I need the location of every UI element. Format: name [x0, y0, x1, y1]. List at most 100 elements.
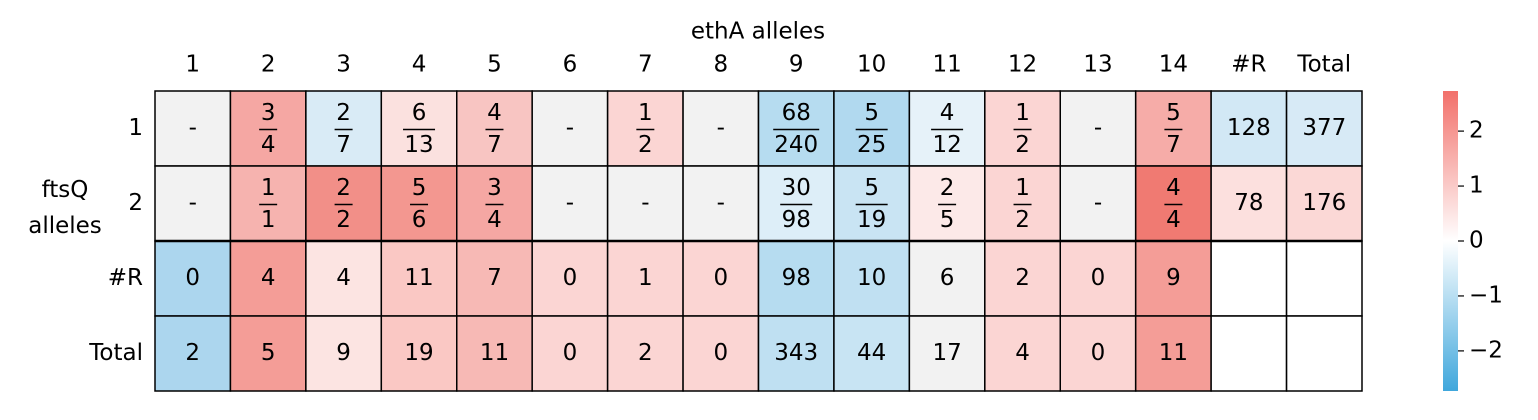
row-label: #R	[108, 265, 143, 291]
fraction-denominator: 7	[336, 132, 351, 158]
column-label: 7	[638, 52, 653, 78]
cell	[757, 315, 835, 392]
fraction-denominator: 19	[857, 207, 886, 233]
cell	[682, 315, 760, 392]
cell-value: -	[1094, 190, 1102, 216]
cell	[305, 165, 383, 242]
cell-value: 4	[336, 265, 351, 291]
cell-value: 0	[713, 340, 728, 366]
cell	[908, 165, 986, 242]
fraction-numerator: 5	[864, 100, 879, 126]
cell	[154, 90, 232, 167]
cell	[380, 90, 458, 167]
fraction-numerator: 4	[487, 100, 502, 126]
fraction-numerator: 30	[782, 175, 811, 201]
fraction-numerator: 3	[261, 100, 276, 126]
cell-value: 0	[1091, 340, 1106, 366]
cell-value: 4	[261, 265, 276, 291]
fraction-numerator: 5	[412, 175, 427, 201]
column-label: 8	[713, 52, 728, 78]
fraction-numerator: 68	[782, 100, 811, 126]
cell	[229, 90, 307, 167]
cell-value: 0	[563, 265, 578, 291]
cell	[1210, 90, 1288, 167]
cell-value: 11	[480, 340, 509, 366]
column-label: 13	[1083, 52, 1112, 78]
fraction-numerator: 6	[412, 100, 427, 126]
cell	[531, 240, 609, 317]
column-label: 12	[1008, 52, 1037, 78]
chart-title: ethA alleles	[691, 19, 825, 45]
cell	[456, 315, 533, 392]
fraction-numerator: 1	[1015, 175, 1030, 201]
fraction-numerator: 2	[940, 175, 955, 201]
fraction-numerator: 1	[1015, 100, 1030, 126]
fraction-denominator: 6	[412, 207, 427, 233]
column-label: 2	[261, 52, 276, 78]
cell-value: 10	[857, 265, 886, 291]
cell	[1134, 315, 1212, 392]
cell-value: 0	[185, 265, 200, 291]
cell-value: 176	[1302, 190, 1346, 216]
row-label: Total	[88, 340, 143, 366]
cell-value: 343	[774, 340, 818, 366]
fraction-numerator: 4	[1166, 175, 1181, 201]
cell	[531, 90, 609, 167]
column-label: Total	[1296, 52, 1351, 78]
fraction-numerator: 2	[336, 175, 351, 201]
cell	[229, 165, 307, 242]
fraction-denominator: 5	[940, 207, 955, 233]
cell	[984, 165, 1061, 242]
cell	[1059, 315, 1137, 392]
fraction-denominator: 7	[487, 132, 502, 158]
column-label: 6	[563, 52, 578, 78]
column-label: 11	[932, 52, 961, 78]
fraction-numerator: 4	[940, 100, 955, 126]
fraction-denominator: 2	[1015, 132, 1030, 158]
column-label: 4	[412, 52, 427, 78]
cell	[984, 315, 1061, 392]
cell-value: 4	[1015, 340, 1030, 366]
cell	[833, 90, 911, 167]
cell-value: 2	[185, 340, 200, 366]
fraction-numerator: 5	[864, 175, 879, 201]
fraction-denominator: 4	[261, 132, 276, 158]
cell-value: 9	[1166, 265, 1181, 291]
fraction-numerator: 1	[261, 175, 276, 201]
cell-value: 11	[1159, 340, 1188, 366]
fraction-denominator: 25	[857, 132, 886, 158]
cell-value: -	[717, 115, 725, 141]
fraction-denominator: 13	[404, 132, 433, 158]
cell	[1210, 240, 1288, 317]
fraction-numerator: 3	[487, 175, 502, 201]
cell	[833, 240, 911, 317]
y-axis-label: ftsQ alleles	[28, 177, 102, 239]
cell	[229, 315, 307, 392]
cell-value: -	[641, 190, 649, 216]
cell	[606, 165, 684, 242]
row-label: 2	[128, 190, 143, 216]
cell-value: -	[189, 190, 197, 216]
cell	[1285, 165, 1363, 242]
fraction-denominator: 12	[932, 132, 961, 158]
cell-value: 17	[932, 340, 961, 366]
cell-value: 1	[638, 265, 653, 291]
cell-value: 377	[1302, 115, 1346, 141]
row-label: 1	[128, 115, 143, 141]
fraction-numerator: 5	[1166, 100, 1181, 126]
cell	[682, 165, 760, 242]
cell-value: 128	[1227, 115, 1271, 141]
fraction-denominator: 4	[1166, 207, 1181, 233]
cell	[984, 240, 1061, 317]
fraction-denominator: 240	[774, 132, 818, 158]
column-label: 10	[857, 52, 886, 78]
cell	[1134, 240, 1212, 317]
cell-value: -	[1094, 115, 1102, 141]
cell	[757, 165, 835, 242]
cell	[757, 90, 835, 167]
colorbar-tick-label: 0	[1469, 228, 1484, 254]
cell-value: -	[566, 115, 574, 141]
cell	[1285, 315, 1363, 392]
cell-value: 0	[563, 340, 578, 366]
cell	[531, 315, 609, 392]
